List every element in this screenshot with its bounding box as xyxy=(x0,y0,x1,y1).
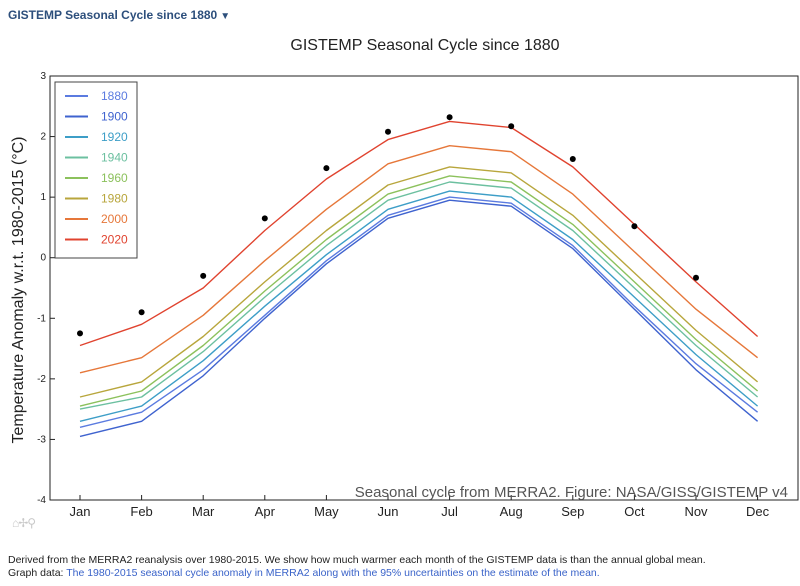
chart-title: GISTEMP Seasonal Cycle since 1880 xyxy=(290,37,559,54)
y-tick-label: -4 xyxy=(37,495,46,506)
x-tick-label: Mar xyxy=(192,504,215,519)
x-tick-label: Aug xyxy=(500,504,523,519)
legend: 1880 1900 1920 1940 1960 1980 2000 2020 xyxy=(54,81,138,259)
y-tick-label: 1 xyxy=(40,192,46,203)
mean-marker xyxy=(323,165,330,172)
x-tick-label: Jun xyxy=(378,504,399,519)
seasonal-cycle-chart: GISTEMP Seasonal Cycle since 1880 -4 -3 -2… xyxy=(10,37,799,519)
mean-marker xyxy=(508,123,515,130)
figure-credit-annotation: Seasonal cycle from MERRA2. Figure: NASA… xyxy=(355,484,788,501)
home-zoom-pan-icons[interactable]: ⌂✢⚲ xyxy=(12,516,36,530)
series-line-2000 xyxy=(79,145,759,374)
legend-label-2000: 2000 xyxy=(101,212,128,226)
mean-marker xyxy=(631,223,638,230)
mean-marker xyxy=(138,309,145,316)
legend-label-1900: 1900 xyxy=(101,110,128,124)
series-line-1920 xyxy=(79,190,759,422)
figure-caption: Derived from the MERRA2 reanalysis over … xyxy=(8,554,798,580)
x-tick-label: Dec xyxy=(746,504,770,519)
legend-label-1920: 1920 xyxy=(101,130,128,144)
series-line-1960 xyxy=(79,175,759,407)
legend-label-1980: 1980 xyxy=(101,192,128,206)
legend-label-1940: 1940 xyxy=(101,151,128,165)
y-tick-label: 2 xyxy=(40,132,46,143)
mean-marker xyxy=(200,272,207,279)
y-tick-label: 3 xyxy=(40,71,46,82)
y-tick-label: 0 xyxy=(40,253,46,264)
series-line-1880 xyxy=(79,196,759,428)
x-tick-label: May xyxy=(314,504,339,519)
y-tick-label: -1 xyxy=(37,313,46,324)
legend-label-1880: 1880 xyxy=(101,89,128,103)
graph-data-link[interactable]: The 1980-2015 seasonal cycle anomaly in … xyxy=(66,567,600,579)
chart-selector-label: GISTEMP Seasonal Cycle since 1880 xyxy=(8,8,218,22)
legend-label-1960: 1960 xyxy=(101,171,128,185)
series-line-1940 xyxy=(79,181,759,410)
x-tick-label: Nov xyxy=(684,504,708,519)
legend-box xyxy=(54,81,138,259)
caption-description: Derived from the MERRA2 reanalysis over … xyxy=(8,554,706,566)
legend-label-2020: 2020 xyxy=(101,233,128,247)
x-tick-label: Jul xyxy=(441,504,458,519)
caption-graph-data: Graph data: The 1980-2015 seasonal cycle… xyxy=(8,567,798,580)
y-tick-label: -2 xyxy=(37,374,46,385)
plot-toolbar[interactable]: ⌂✢⚲ xyxy=(12,516,36,530)
x-tick-label: Feb xyxy=(130,504,152,519)
plot-frame xyxy=(49,75,799,501)
plot-area: -4 -3 -2 -1 0 1 2 3 Jan Feb Mar Apr May Jun Jul Aug Sep O… xyxy=(37,71,799,519)
mean-marker xyxy=(261,215,268,222)
mean-marker xyxy=(693,274,699,281)
chart-selector-dropdown[interactable]: GISTEMP Seasonal Cycle since 1880 ▼ xyxy=(8,8,230,22)
mean-marker xyxy=(385,128,391,135)
caption-graph-data-label: Graph data: xyxy=(8,567,67,579)
chevron-down-icon: ▼ xyxy=(220,11,231,22)
y-axis-label: Temperature Anomaly w.r.t. 1980-2015 (°C… xyxy=(10,137,27,444)
x-tick-label: Jan xyxy=(70,504,91,519)
y-tick-label: -3 xyxy=(37,434,46,445)
x-tick-label: Apr xyxy=(255,504,276,519)
series-line-1900 xyxy=(79,199,759,438)
mean-marker xyxy=(77,330,83,337)
mean-marker xyxy=(446,114,453,121)
x-tick-label: Oct xyxy=(624,504,645,519)
series-line-2020 xyxy=(79,120,759,347)
series-line-1980 xyxy=(79,166,759,398)
x-tick-label: Sep xyxy=(561,504,584,519)
mean-marker xyxy=(569,155,576,162)
